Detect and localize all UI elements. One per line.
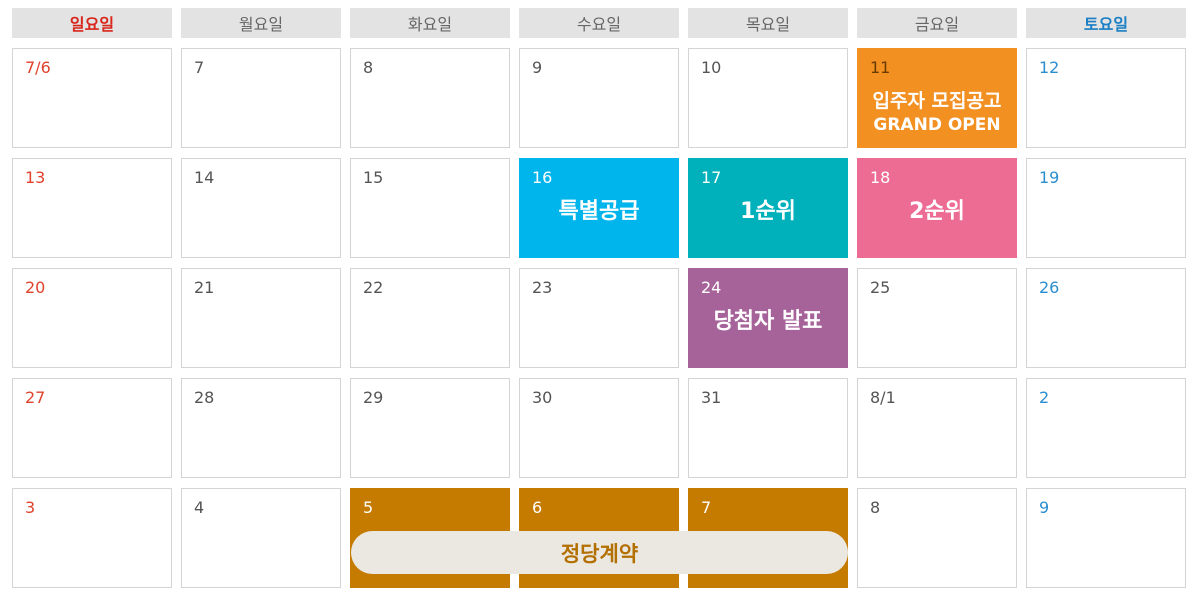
day-number: 25 [870,278,891,297]
day-cell[interactable]: 13 [12,158,172,258]
day-number: 6 [532,498,543,517]
day-cell[interactable]: 14 [181,158,341,258]
day-number: 27 [25,388,46,407]
day-number: 13 [25,168,46,187]
day-number: 8/1 [870,388,896,407]
day-number: 23 [532,278,553,297]
day-number: 16 [532,168,553,187]
day-number: 7 [701,498,712,517]
day-cell[interactable]: 8/1 [857,378,1017,478]
day-cell[interactable]: 20 [12,268,172,368]
day-number: 8 [363,58,374,77]
day-cell[interactable]: 19 [1026,158,1186,258]
day-cell[interactable]: 9 [519,48,679,148]
day-cell[interactable]: 15 [350,158,510,258]
day-cell[interactable]: 2 [1026,378,1186,478]
weekday-friday: 금요일 [857,8,1017,38]
event-cell-winners[interactable]: 24 당첨자 발표 [688,268,848,368]
day-number: 31 [701,388,722,407]
day-cell[interactable]: 7 [181,48,341,148]
day-number: 2 [1039,388,1050,407]
day-number: 11 [870,58,891,77]
day-number: 3 [25,498,36,517]
event-cell-special[interactable]: 16 특별공급 [519,158,679,258]
weekday-header-row: 일요일 월요일 화요일 수요일 목요일 금요일 토요일 [12,8,1188,38]
day-cell[interactable]: 26 [1026,268,1186,368]
day-number: 29 [363,388,384,407]
day-cell[interactable]: 28 [181,378,341,478]
day-cell[interactable]: 7/6 [12,48,172,148]
day-number: 14 [194,168,215,187]
contract-period-bar[interactable]: 정당계약 [351,531,848,574]
event-label-first: 1순위 [740,199,796,224]
day-number: 15 [363,168,384,187]
weekday-saturday: 토요일 [1026,8,1186,38]
day-number: 30 [532,388,553,407]
calendar: 일요일 월요일 화요일 수요일 목요일 금요일 토요일 7/6 7 8 9 10… [12,8,1188,598]
weekday-sunday: 일요일 [12,8,172,38]
day-number: 28 [194,388,215,407]
day-number: 8 [870,498,881,517]
event-cell-notice[interactable]: 11 입주자 모집공고 GRAND OPEN [857,48,1017,148]
day-number: 7 [194,58,205,77]
day-cell[interactable]: 3 [12,488,172,588]
event-label-special: 특별공급 [558,199,640,224]
day-number: 9 [532,58,543,77]
weekday-monday: 월요일 [181,8,341,38]
day-number: 10 [701,58,722,77]
day-cell[interactable]: 12 [1026,48,1186,148]
event-label-winners: 당첨자 발표 [713,309,823,334]
day-number: 19 [1039,168,1060,187]
event-label-second: 2순위 [909,199,965,224]
weekday-wednesday: 수요일 [519,8,679,38]
day-cell[interactable]: 30 [519,378,679,478]
day-cell[interactable]: 10 [688,48,848,148]
day-cell[interactable]: 8 [350,48,510,148]
day-cell[interactable]: 4 [181,488,341,588]
day-cell[interactable]: 25 [857,268,1017,368]
weekday-tuesday: 화요일 [350,8,510,38]
day-cell[interactable]: 27 [12,378,172,478]
event-notice-line2: GRAND OPEN [873,115,1001,135]
day-cell[interactable]: 8 [857,488,1017,588]
day-number: 22 [363,278,384,297]
day-number: 4 [194,498,205,517]
day-cell[interactable]: 21 [181,268,341,368]
day-cell[interactable]: 29 [350,378,510,478]
day-number: 7/6 [25,58,51,77]
day-number: 17 [701,168,722,187]
calendar-grid: 7/6 7 8 9 10 11 입주자 모집공고 GRAND OPEN 12 1… [12,48,1188,588]
event-cell-second[interactable]: 18 2순위 [857,158,1017,258]
day-number: 5 [363,498,374,517]
week-row: 20 21 22 23 24 당첨자 발표 25 26 [12,268,1188,368]
day-number: 12 [1039,58,1060,77]
day-cell[interactable]: 22 [350,268,510,368]
week-row: 7/6 7 8 9 10 11 입주자 모집공고 GRAND OPEN 12 [12,48,1188,148]
day-cell[interactable]: 23 [519,268,679,368]
day-number: 21 [194,278,215,297]
day-number: 20 [25,278,46,297]
weekday-thursday: 목요일 [688,8,848,38]
week-row: 13 14 15 16 특별공급 17 1순위 18 2순위 19 [12,158,1188,258]
day-number: 9 [1039,498,1050,517]
day-number: 24 [701,278,722,297]
event-label-notice: 입주자 모집공고 GRAND OPEN [858,89,1016,137]
day-number: 26 [1039,278,1060,297]
event-notice-line1: 입주자 모집공고 [872,90,1002,112]
day-cell[interactable]: 31 [688,378,848,478]
day-number: 18 [870,168,891,187]
event-cell-first[interactable]: 17 1순위 [688,158,848,258]
day-cell[interactable]: 9 [1026,488,1186,588]
week-row: 27 28 29 30 31 8/1 2 [12,378,1188,478]
